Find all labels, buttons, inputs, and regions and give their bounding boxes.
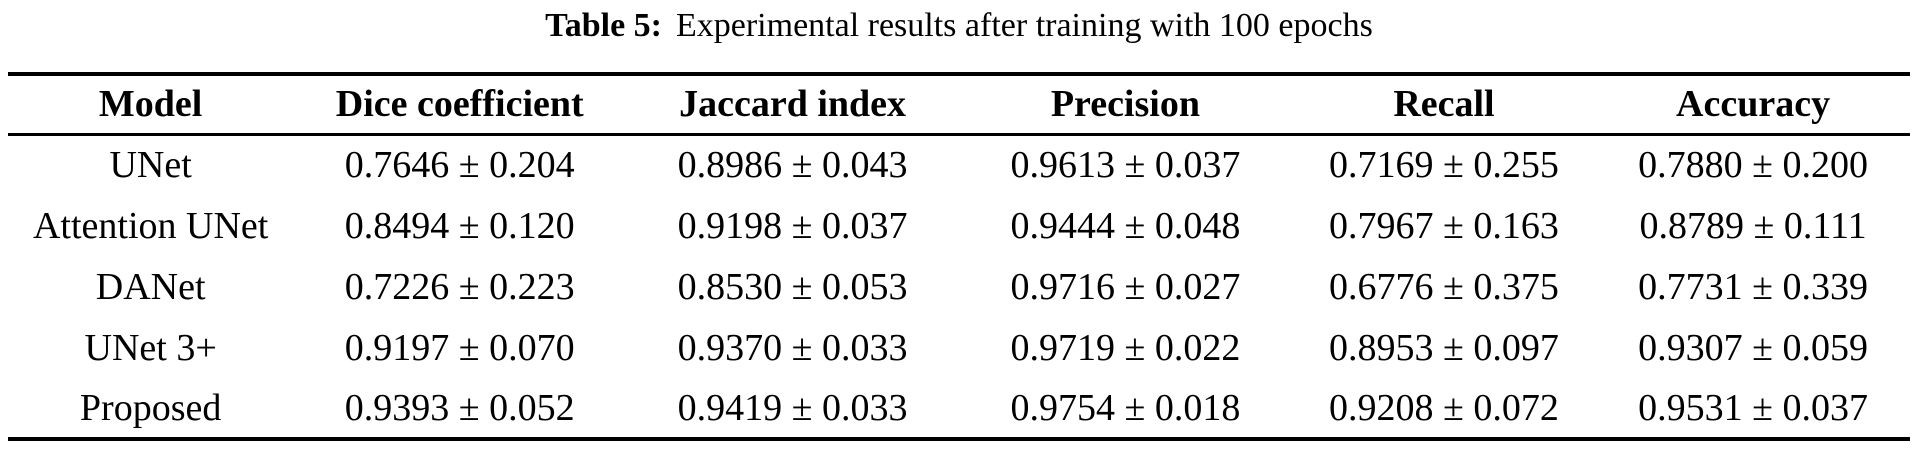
table-row-unet: UNet 0.7646 ± 0.204 0.8986 ± 0.043 0.961… — [8, 134, 1910, 195]
dice-cell: 0.7646 ± 0.204 — [344, 144, 575, 187]
column-header-dice: Dice coefficient — [293, 74, 627, 136]
precision-cell: 0.9716 ± 0.027 — [1010, 265, 1241, 308]
table-body: UNet 0.7646 ± 0.204 0.8986 ± 0.043 0.961… — [8, 134, 1910, 439]
model-name-cell: Proposed — [79, 386, 222, 429]
column-header-jaccard: Jaccard index — [626, 74, 959, 136]
jaccard-cell: 0.8530 ± 0.053 — [677, 265, 908, 308]
jaccard-cell: 0.9370 ± 0.033 — [677, 326, 908, 369]
model-name-cell: UNet — [109, 144, 192, 187]
accuracy-cell: 0.7880 ± 0.200 — [1638, 144, 1868, 187]
table-caption-text: Experimental results after training with… — [676, 7, 1373, 44]
recall-cell: 0.9208 ± 0.072 — [1329, 386, 1559, 429]
header-row: Model Dice coefficient Jaccard index Pre… — [8, 74, 1910, 136]
model-name-cell: DANet — [95, 265, 206, 308]
precision-cell: 0.9754 ± 0.018 — [1010, 386, 1241, 429]
jaccard-cell: 0.8986 ± 0.043 — [677, 144, 908, 187]
accuracy-cell: 0.9531 ± 0.037 — [1638, 386, 1868, 429]
precision-cell: 0.9613 ± 0.037 — [1010, 144, 1241, 187]
table-row-danet: DANet 0.7226 ± 0.223 0.8530 ± 0.053 0.97… — [8, 256, 1910, 317]
column-header-precision: Precision — [958, 74, 1292, 136]
model-name-cell: UNet 3+ — [84, 326, 217, 369]
dice-cell: 0.9197 ± 0.070 — [344, 326, 575, 369]
column-header-model: Model — [8, 74, 294, 136]
recall-cell: 0.6776 ± 0.375 — [1329, 265, 1559, 308]
model-name-cell: Attention UNet — [32, 204, 269, 247]
dice-cell: 0.8494 ± 0.120 — [344, 204, 575, 247]
accuracy-cell: 0.7731 ± 0.339 — [1638, 265, 1868, 308]
table-header: Model Dice coefficient Jaccard index Pre… — [8, 74, 1910, 136]
recall-cell: 0.8953 ± 0.097 — [1329, 326, 1559, 369]
table-caption-label: Table 5: — [545, 7, 662, 44]
jaccard-cell: 0.9419 ± 0.033 — [677, 386, 908, 429]
results-table: Model Dice coefficient Jaccard index Pre… — [8, 72, 1910, 441]
table-caption: Table 5: Experimental results after train… — [0, 0, 1918, 47]
dice-cell: 0.9393 ± 0.052 — [344, 386, 575, 429]
accuracy-cell: 0.9307 ± 0.059 — [1638, 326, 1868, 369]
table-row-unet3plus: UNet 3+ 0.9197 ± 0.070 0.9370 ± 0.033 0.… — [8, 317, 1910, 378]
column-header-recall: Recall — [1291, 74, 1597, 136]
precision-cell: 0.9444 ± 0.048 — [1010, 204, 1241, 247]
accuracy-cell: 0.8789 ± 0.111 — [1639, 204, 1867, 247]
recall-cell: 0.7967 ± 0.163 — [1329, 204, 1559, 247]
table-row-proposed: Proposed 0.9393 ± 0.052 0.9419 ± 0.033 0… — [8, 378, 1910, 439]
column-header-accuracy: Accuracy — [1596, 74, 1910, 136]
dice-cell: 0.7226 ± 0.223 — [344, 265, 575, 308]
table-row-attention-unet: Attention UNet 0.8494 ± 0.120 0.9198 ± 0… — [8, 195, 1910, 256]
recall-cell: 0.7169 ± 0.255 — [1329, 144, 1559, 187]
precision-cell: 0.9719 ± 0.022 — [1010, 326, 1241, 369]
jaccard-cell: 0.9198 ± 0.037 — [677, 204, 908, 247]
